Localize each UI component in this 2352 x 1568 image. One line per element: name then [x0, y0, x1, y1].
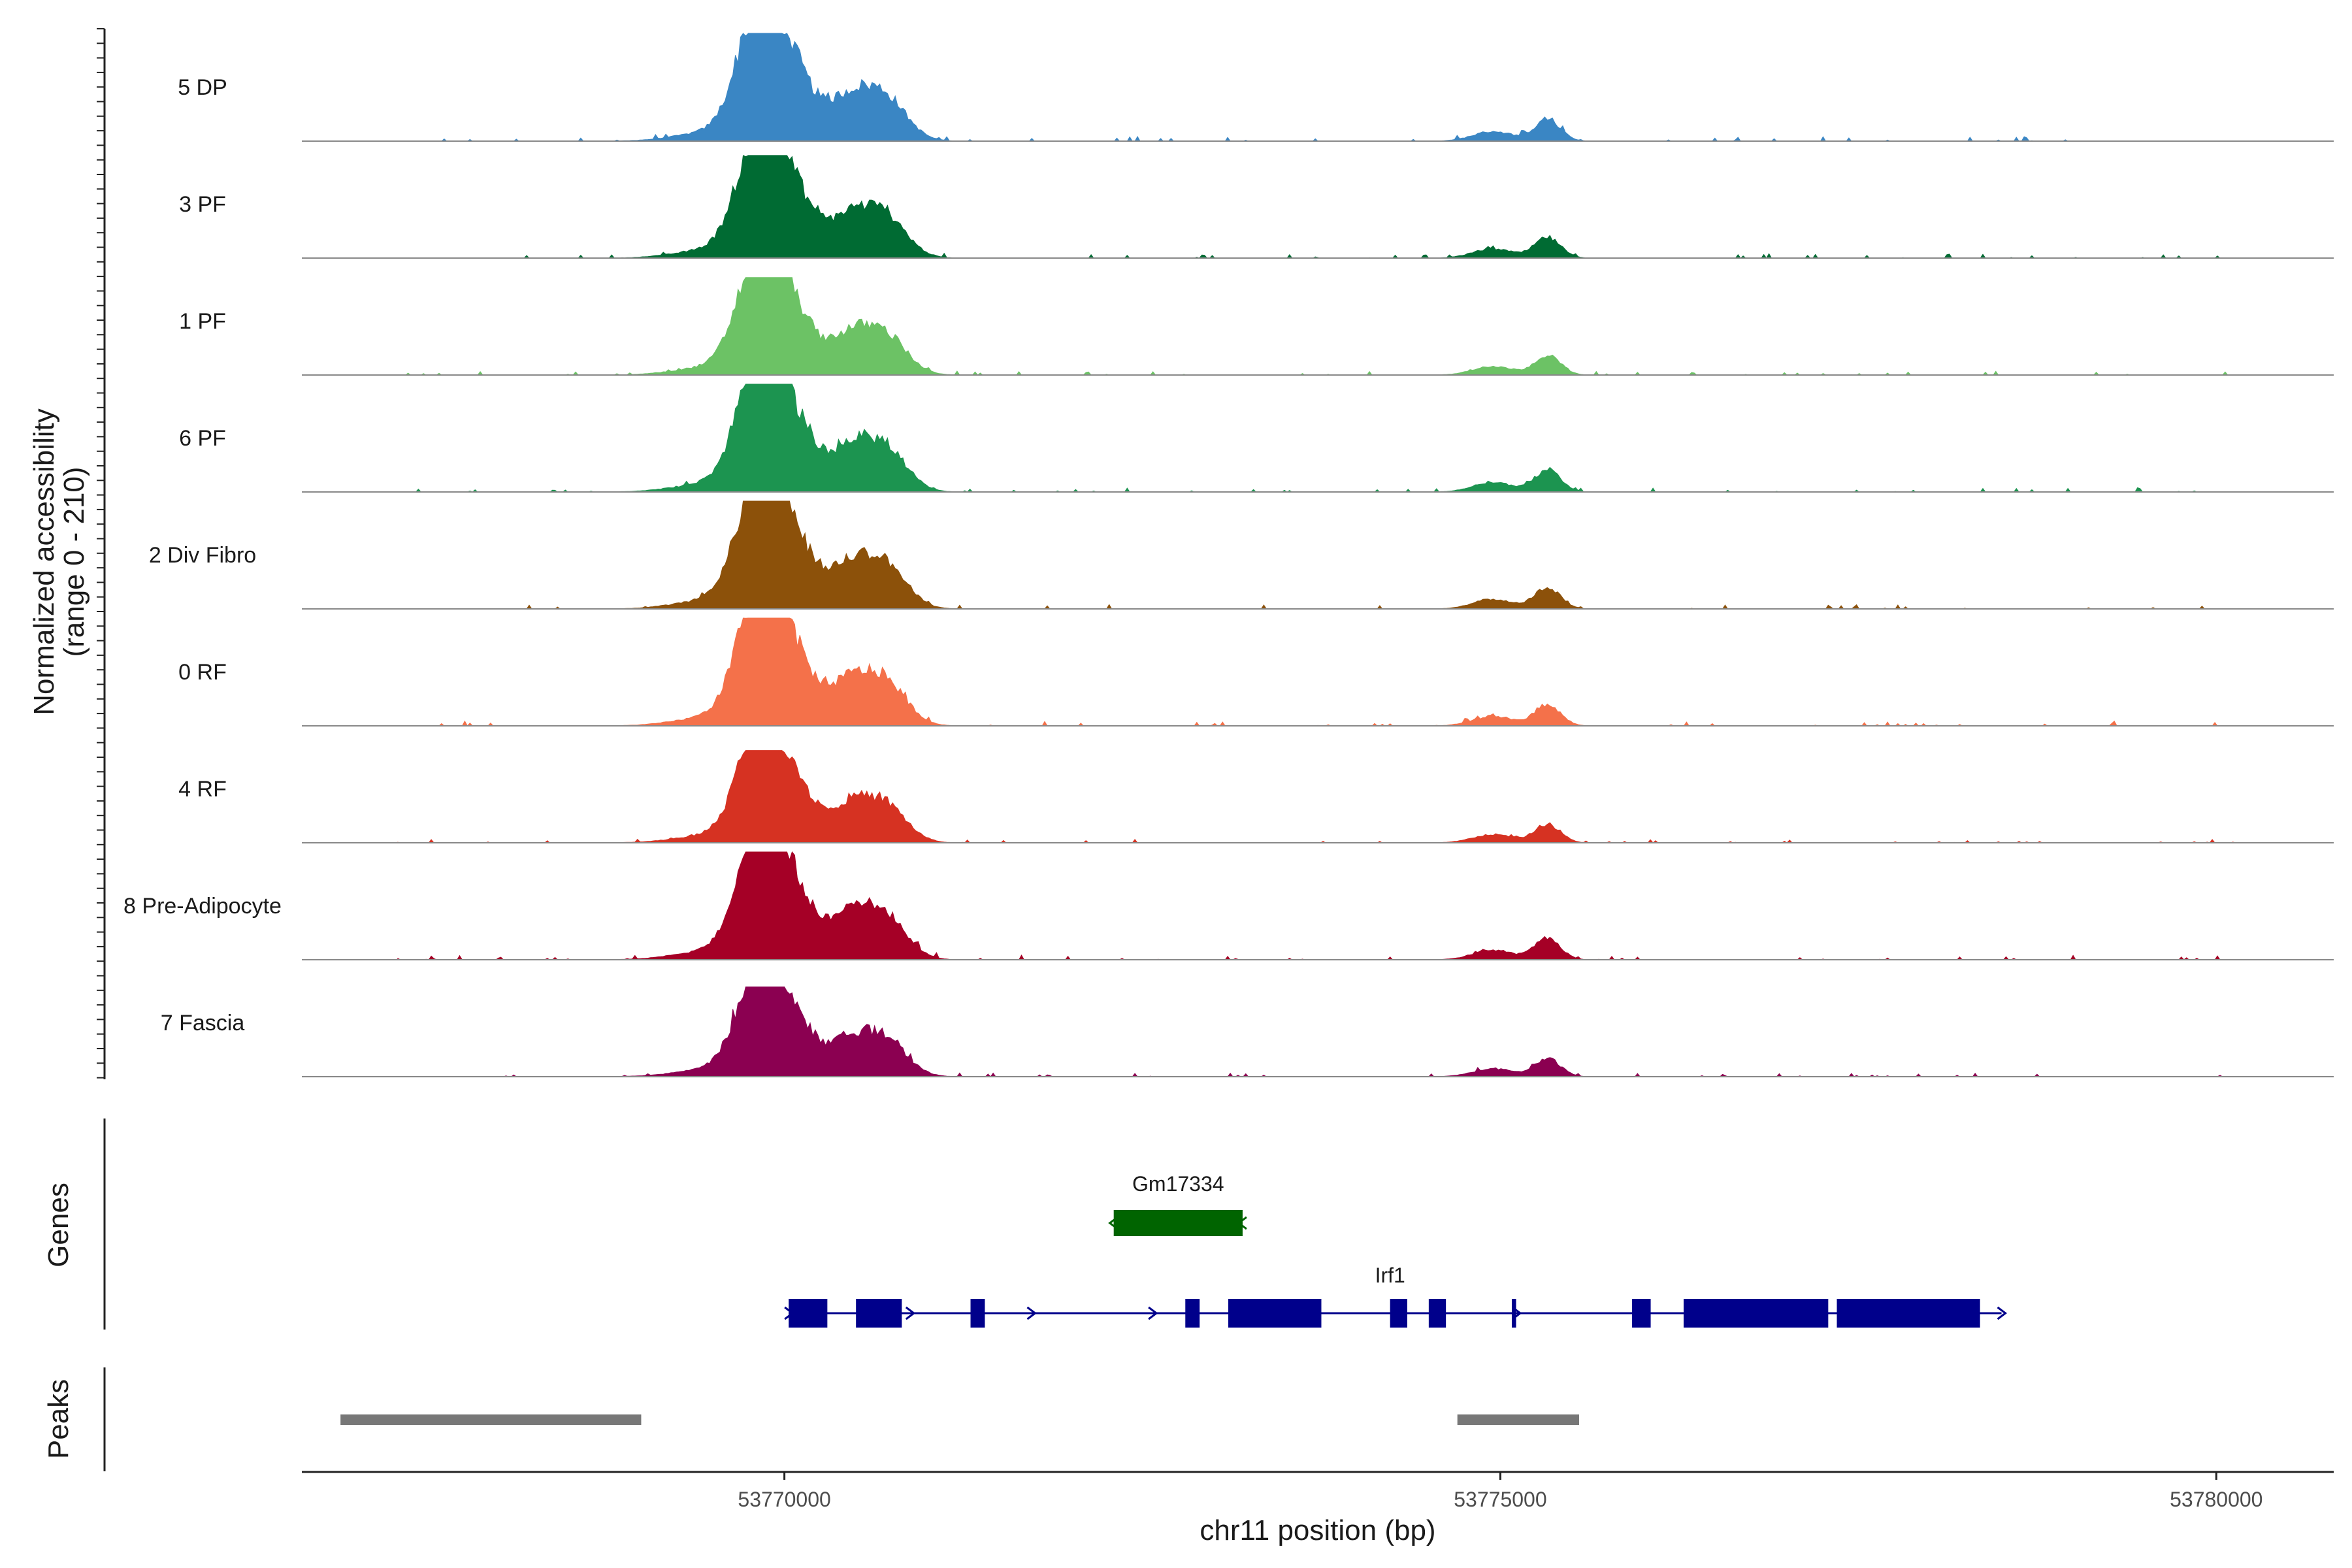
peak-region: [1457, 1414, 1579, 1425]
peaks-axis-title: Peaks: [42, 1379, 74, 1459]
exon: [1390, 1299, 1407, 1328]
x-axis-title: chr11 position (bp): [1200, 1514, 1435, 1546]
coverage-area: [397, 384, 2238, 493]
genes-panel: Genes Gm17334 Irf1: [42, 1119, 2008, 1330]
coverage-area: [397, 617, 2238, 727]
track-label: 8 Pre-Adipocyte: [123, 894, 282, 919]
coverage-area: [397, 33, 2238, 142]
gene-models: Gm17334 Irf1: [784, 1172, 2008, 1328]
gene-gm17334: Gm17334: [1108, 1172, 1247, 1236]
y-axis-title-line1: Normalized accessibility: [28, 408, 60, 715]
exon: [1428, 1299, 1446, 1328]
exon: [856, 1299, 902, 1328]
track-label: 0 RF: [178, 660, 227, 685]
exon: [789, 1299, 828, 1328]
gene-irf1: Irf1: [784, 1264, 2008, 1328]
exon: [1632, 1299, 1651, 1328]
coverage-tracks: 5 DP 3 PF 1 PF 6 PF 2 Div Fibro 0 RF 4 RF 8 Pre…: [123, 33, 2334, 1077]
exon: [970, 1299, 985, 1328]
track-4-rf: 4 RF: [178, 750, 2334, 843]
track-3-pf: 3 PF: [179, 155, 2334, 259]
coverage-area: [397, 500, 2238, 610]
strand-arrow: [905, 1306, 916, 1320]
peak-region: [340, 1414, 642, 1425]
exon: [1511, 1299, 1516, 1328]
y-axis-ticks: [97, 28, 105, 1079]
track-label: 6 PF: [179, 426, 226, 451]
x-tick-label: 53770000: [738, 1488, 830, 1511]
gene-label: Irf1: [1375, 1264, 1405, 1287]
track-1-pf: 1 PF: [179, 277, 2334, 376]
gene-label: Gm17334: [1132, 1172, 1224, 1196]
track-label: 3 PF: [179, 192, 226, 217]
strand-arrow: [1148, 1306, 1158, 1320]
y-axis-title: Normalized accessibility (range 0 - 210): [28, 408, 90, 715]
coverage-area: [397, 987, 2238, 1077]
peak-regions: [340, 1414, 1579, 1425]
track-label: 2 Div Fibro: [149, 543, 256, 568]
track-0-rf: 0 RF: [178, 617, 2334, 727]
track-7-fascia: 7 Fascia: [161, 987, 2334, 1077]
exon: [1683, 1299, 1829, 1328]
track-label: 7 Fascia: [161, 1011, 245, 1036]
x-tick-label: 53775000: [1454, 1488, 1546, 1511]
track-5-dp: 5 DP: [178, 33, 2334, 142]
strand-arrow: [1997, 1306, 2008, 1320]
track-8-pre-adipocyte: 8 Pre-Adipocyte: [123, 851, 2334, 960]
track-label: 4 RF: [178, 777, 227, 802]
genes-axis-title: Genes: [42, 1183, 74, 1267]
coverage-area: [397, 851, 2238, 960]
x-axis-ticks: 53770000 53775000 53780000: [738, 1472, 2262, 1511]
peaks-panel: Peaks: [42, 1367, 1579, 1471]
track-6-pf: 6 PF: [179, 384, 2334, 493]
y-axis-title-line2: (range 0 - 210): [58, 466, 90, 657]
track-label: 5 DP: [178, 75, 227, 100]
exon: [1113, 1210, 1243, 1236]
strand-arrow: [1026, 1306, 1037, 1320]
exon: [1228, 1299, 1322, 1328]
track-2-div-fibro: 2 Div Fibro: [149, 500, 2334, 610]
exon: [1185, 1299, 1200, 1328]
exon: [1837, 1299, 1980, 1328]
coverage-area: [397, 277, 2238, 376]
x-axis: 53770000 53775000 53780000 chr11 position …: [302, 1471, 2334, 1546]
x-tick-label: 53780000: [2170, 1488, 2262, 1511]
coverage-area: [397, 750, 2238, 843]
track-label: 1 PF: [179, 309, 226, 334]
coverage-area: [397, 155, 2238, 259]
